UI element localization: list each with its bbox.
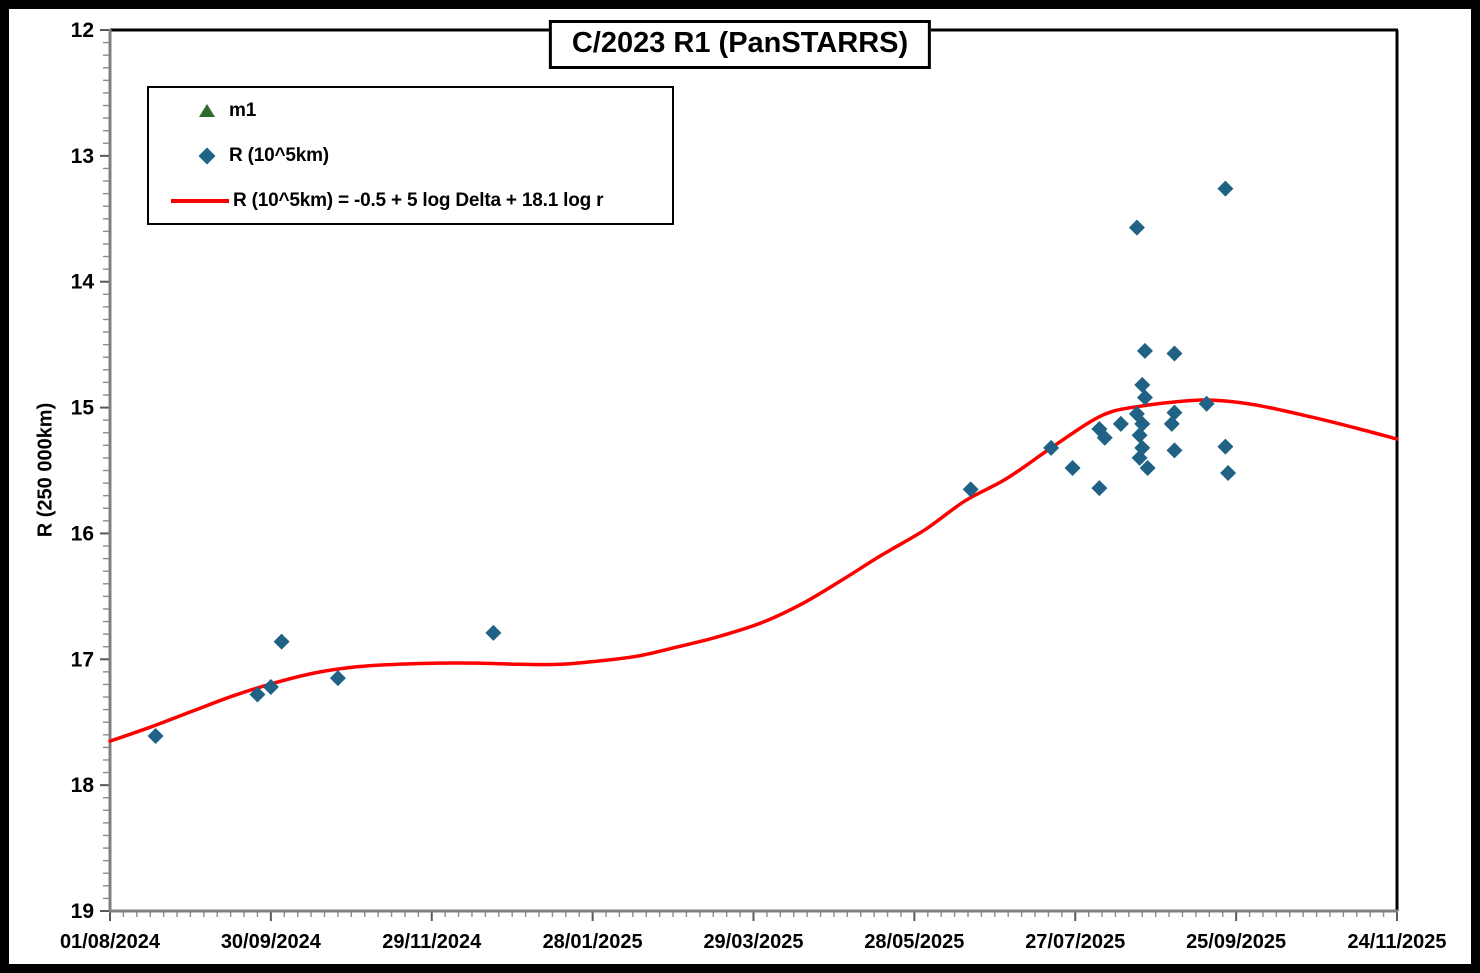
x-tick-label: 28/01/2025 (543, 931, 643, 953)
data-point-r (1136, 389, 1153, 406)
data-point-r (1134, 415, 1151, 432)
data-point-r (1131, 449, 1148, 466)
data-point-r (1112, 415, 1129, 432)
data-point-r (1217, 180, 1234, 197)
data-point-r (1198, 395, 1215, 412)
data-point-r (1166, 345, 1183, 362)
x-tick-label: 01/08/2024 (60, 931, 161, 953)
m1-triangle-icon (199, 104, 215, 117)
data-point-r (262, 678, 279, 695)
data-point-r (1136, 342, 1153, 359)
x-tick-label: 28/05/2025 (864, 931, 964, 953)
data-point-r (273, 633, 290, 650)
legend: m1 R (10^5km) R (10^5km) = -0.5 + 5 log … (147, 86, 674, 225)
y-tick-label: 18 (71, 774, 95, 797)
legend-item-trend: R (10^5km) = -0.5 + 5 log Delta + 18.1 l… (149, 190, 672, 212)
trend-curve (108, 398, 1399, 743)
data-point-r (1043, 439, 1060, 456)
data-point-r (1128, 219, 1145, 236)
data-point-r (329, 670, 346, 687)
x-tick-label: 27/07/2025 (1025, 931, 1125, 953)
x-tick-label: 24/11/2025 (1348, 931, 1447, 953)
x-tick-label: 29/03/2025 (703, 931, 803, 953)
data-point-r (1166, 442, 1183, 459)
data-point-r (1139, 459, 1156, 476)
data-point-r (1163, 415, 1180, 432)
legend-label-r: R (10^5km) (229, 144, 329, 166)
y-tick-label: 14 (71, 271, 95, 294)
legend-item-m1: m1 (149, 100, 672, 122)
data-point-r (1064, 459, 1081, 476)
data-point-r (249, 686, 266, 703)
y-tick-label: 13 (71, 145, 94, 168)
data-point-r (962, 481, 979, 498)
data-point-r (1096, 429, 1113, 446)
y-tick-label: 12 (71, 19, 94, 42)
legend-label-trend: R (10^5km) = -0.5 + 5 log Delta + 18.1 l… (233, 189, 604, 211)
y-tick-label: 16 (71, 522, 94, 545)
x-tick-label: 30/09/2024 (221, 931, 322, 953)
r-diamond-icon (198, 147, 216, 164)
y-axis-title: R (250 000km) (34, 402, 57, 538)
data-point-r (147, 728, 164, 745)
data-point-r (1091, 480, 1108, 497)
legend-item-r: R (10^5km) (149, 145, 672, 167)
trend-line-icon (171, 198, 229, 203)
data-point-r (1131, 427, 1148, 444)
chart-title: C/2023 R1 (PanSTARRS) (548, 20, 932, 69)
data-point-r (1220, 465, 1237, 482)
data-point-r (1134, 376, 1151, 393)
legend-label-m1: m1 (229, 99, 257, 121)
data-point-r (485, 624, 502, 641)
data-point-r (1217, 438, 1234, 455)
x-tick-label: 29/11/2024 (382, 931, 482, 953)
data-point-r (1166, 404, 1183, 421)
y-tick-label: 15 (71, 397, 95, 420)
y-tick-label: 17 (71, 648, 94, 671)
x-tick-label: 25/09/2025 (1186, 931, 1286, 953)
y-tick-label: 19 (71, 900, 94, 923)
